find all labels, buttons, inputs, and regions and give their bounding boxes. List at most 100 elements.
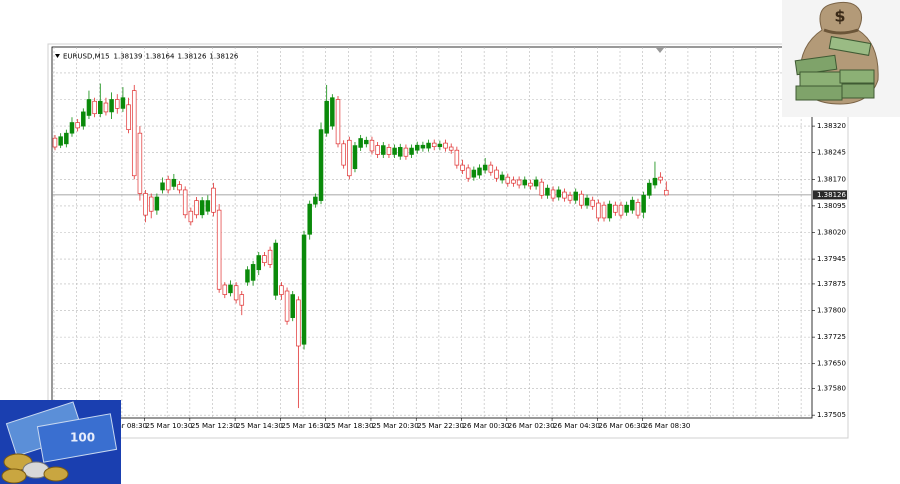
candle-body [256, 255, 262, 271]
candle-body [364, 139, 369, 145]
candle-body [635, 202, 641, 216]
candle-body [375, 145, 380, 155]
candle-body [205, 200, 211, 212]
grid [52, 47, 815, 421]
candle-body [126, 104, 131, 130]
low: 1.38126 [177, 53, 206, 61]
candle-body [562, 191, 567, 199]
y-tick-label: 1.37875 [817, 280, 846, 288]
close: 1.38126 [209, 53, 238, 61]
y-tick-label: 1.37800 [817, 307, 846, 315]
candle-body [98, 100, 103, 115]
candle-body [624, 204, 629, 213]
candle-body [120, 97, 126, 109]
candle-body [194, 200, 199, 216]
candle-body [392, 147, 397, 155]
symbol: EURUSD,M15 [63, 53, 110, 61]
x-tick-label: 25 Mar 20:30 [372, 422, 419, 430]
svg-text:$: $ [834, 7, 845, 26]
y-tick-label: 1.37945 [817, 255, 846, 263]
y-tick-label: 1.37650 [817, 360, 846, 368]
chart-header: EURUSD,M15 1.38139 1.38164 1.38126 1.38126 [63, 53, 239, 61]
candle-body [64, 132, 69, 145]
candle-body [182, 189, 188, 216]
x-tick-label: 26 Mar 02:30 [508, 422, 555, 430]
money-bag-image: $ [782, 0, 900, 117]
labels: 1.384701.383951.383201.382451.381701.380… [55, 69, 847, 430]
candle-body [301, 234, 307, 345]
candle-body [426, 142, 431, 149]
candle-body [573, 191, 578, 201]
candle-body [330, 97, 335, 127]
x-tick-label: 25 Mar 14:30 [236, 422, 283, 430]
candle-body [69, 122, 75, 134]
candle-body [511, 179, 516, 184]
candle-body [448, 146, 454, 151]
candle-body [590, 199, 595, 207]
candle-body [318, 129, 324, 201]
candle-body [403, 147, 409, 157]
candle-body [579, 193, 584, 206]
candle-body [52, 137, 58, 148]
x-tick-label: 25 Mar 08:30 [100, 422, 147, 430]
candle-body [664, 189, 669, 196]
candle-body [409, 147, 414, 155]
candle-body [584, 197, 590, 206]
candle-body [216, 209, 222, 290]
y-tick-label: 1.38170 [817, 175, 846, 183]
candle-body [431, 142, 437, 148]
candle-body [494, 169, 499, 179]
candle-body [290, 294, 295, 318]
candle-body [324, 100, 329, 134]
candle-body [398, 147, 403, 157]
candle-body [92, 100, 97, 115]
candle-body [148, 196, 154, 212]
y-tick-label: 1.37580 [817, 385, 846, 393]
candle-body [262, 255, 267, 263]
candle-body [58, 136, 63, 146]
candle-body [539, 181, 545, 196]
candle-body [137, 132, 143, 194]
candle-body [465, 167, 471, 179]
candle-body [109, 99, 114, 113]
euro-image: 100 [0, 400, 121, 484]
candle-body [335, 99, 341, 145]
svg-text:100: 100 [70, 431, 95, 445]
candle-body [75, 122, 80, 129]
candle-body [352, 145, 358, 170]
candle-body [171, 178, 177, 187]
x-tick-label: 26 Mar 04:30 [553, 422, 600, 430]
candle-body [499, 174, 505, 181]
y-tick-label: 1.38020 [817, 229, 846, 237]
candle-body [550, 189, 556, 199]
shift-marker [656, 48, 664, 53]
y-tick-label: 1.38095 [817, 202, 846, 210]
candle-body [188, 210, 194, 223]
x-tick-label: 25 Mar 16:30 [281, 422, 328, 430]
x-tick-label: 25 Mar 12:30 [191, 422, 238, 430]
candle-body [86, 99, 92, 116]
candle-body [414, 144, 420, 151]
candle-body [222, 284, 228, 295]
candle-body [596, 202, 601, 219]
candle-body [160, 182, 165, 191]
candle-body [420, 144, 426, 149]
candle-body [250, 264, 256, 281]
candle-body [647, 182, 652, 196]
candle-body [658, 176, 663, 181]
candle-body [279, 285, 284, 295]
candle-body [313, 196, 318, 205]
candle-body [81, 111, 86, 127]
candle-body [437, 143, 443, 148]
candle-body [545, 187, 550, 196]
candle-body [143, 193, 148, 216]
candle-body [443, 142, 448, 149]
candle-body [488, 164, 494, 173]
x-tick-label: 26 Mar 06:30 [598, 422, 645, 430]
candle-body [381, 145, 386, 155]
candle-body [471, 169, 477, 178]
current-price-label: 1.38126 [817, 191, 846, 199]
candle-body [103, 102, 109, 113]
candle-body [505, 176, 511, 184]
